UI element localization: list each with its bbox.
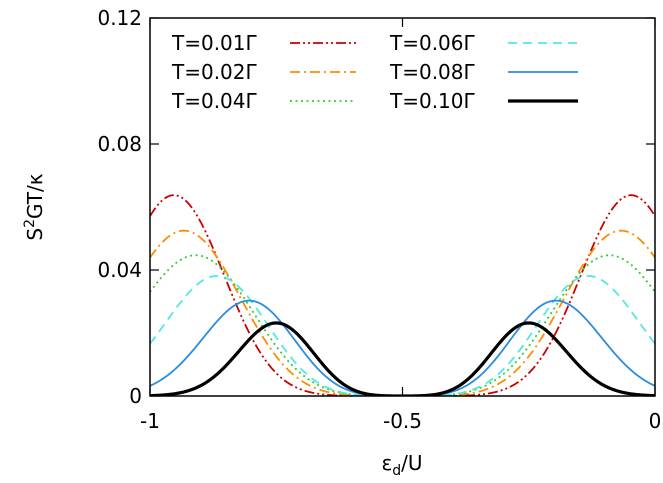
x-tick-label: -0.5 — [383, 409, 422, 433]
legend-label: T=0.02Γ — [171, 60, 258, 84]
series-line — [150, 254, 655, 396]
x-axis-label: εd/U — [381, 451, 422, 479]
tick-labels: 0 0.04 0.08 0.12 -1 -0.5 0 — [97, 6, 661, 433]
plot-frame — [149, 17, 656, 397]
y-axis-label-sup: 2 — [22, 219, 38, 228]
series-line — [150, 299, 655, 396]
legend-label: T=0.04Γ — [171, 89, 258, 113]
y-tick-label: 0.08 — [97, 132, 142, 156]
legend: T=0.01Γ T=0.02Γ T=0.04Γ T=0.06Γ T=0.08Γ T=0.1… — [171, 31, 578, 113]
curves — [150, 194, 655, 396]
y-axis-label: S2GT/κ — [22, 173, 47, 240]
legend-label: T=0.06Γ — [389, 31, 476, 55]
series-line — [150, 194, 655, 396]
x-axis-label-main: ε — [381, 451, 392, 475]
x-tick-label: -1 — [140, 409, 160, 433]
x-axis-label-sub: d — [392, 463, 401, 479]
x-tick-label: 0 — [649, 409, 662, 433]
legend-label: T=0.01Γ — [171, 31, 258, 55]
y-axis-label-rest: GT/κ — [23, 173, 47, 219]
series-line — [150, 229, 655, 396]
series-line — [150, 321, 655, 396]
y-axis-label-pre: S — [23, 228, 47, 241]
x-axis-label-rest: /U — [401, 451, 422, 475]
legend-label: T=0.08Γ — [389, 60, 476, 84]
legend-label: T=0.10Γ — [389, 89, 476, 113]
y-tick-label: 0 — [129, 384, 142, 408]
series-line — [150, 275, 655, 396]
y-tick-label: 0.04 — [97, 258, 142, 282]
y-tick-label: 0.12 — [97, 6, 142, 30]
